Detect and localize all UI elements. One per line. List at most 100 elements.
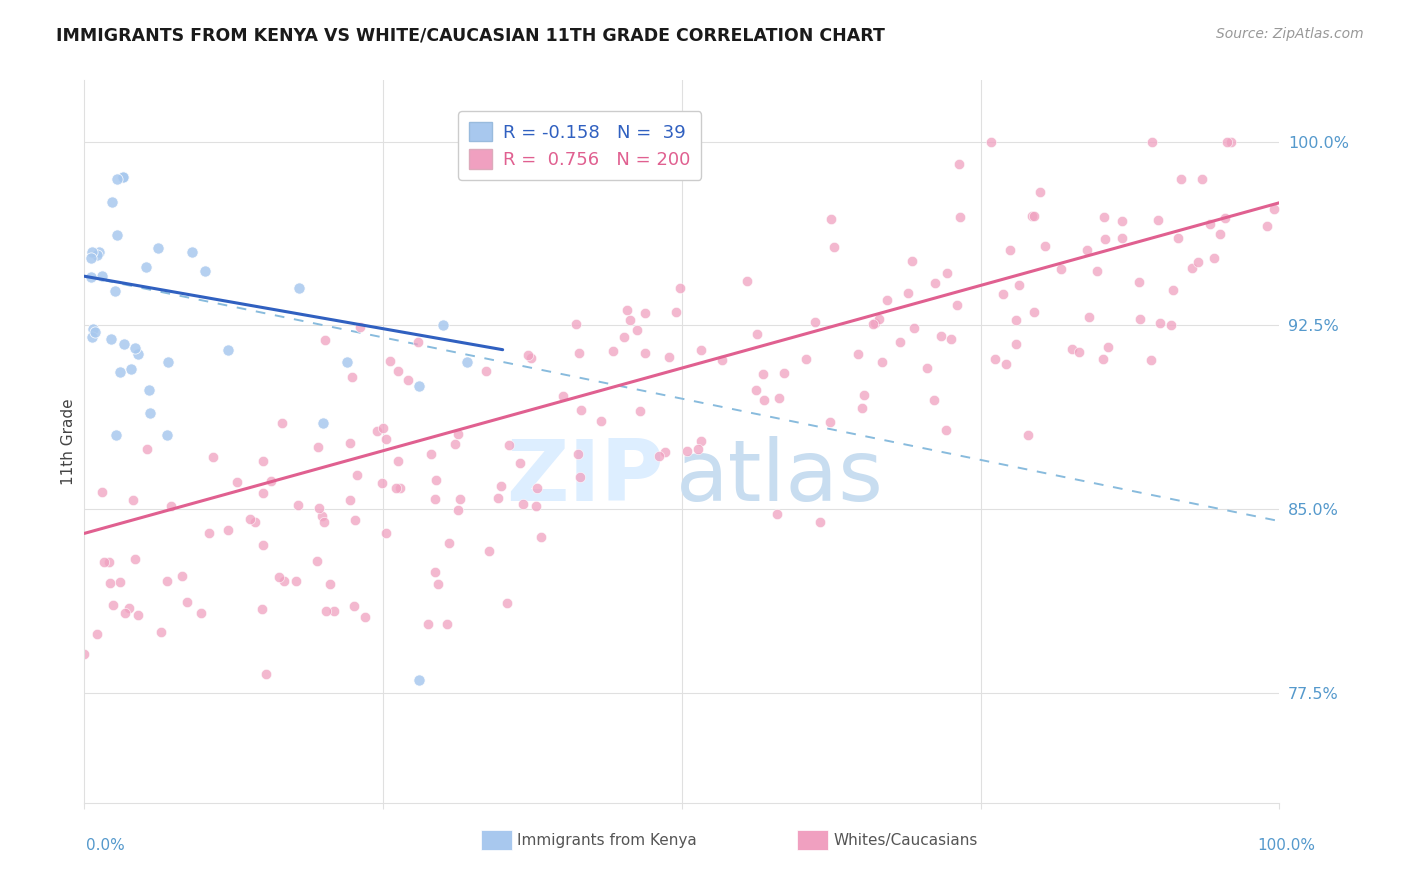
Point [901,254,924,268]
Point [436,616,458,631]
Point [1005,336,1028,351]
Point [1160,318,1182,333]
Point [1094,232,1116,246]
Point [252,486,274,500]
Point [628,404,651,418]
Point [903,320,925,334]
Point [80,270,103,285]
Text: IMMIGRANTS FROM KENYA VS WHITE/CAUCASIAN 11TH GRADE CORRELATION CHART: IMMIGRANTS FROM KENYA VS WHITE/CAUCASIAN… [56,27,886,45]
Point [735,274,758,288]
Point [616,302,638,317]
Point [288,281,311,295]
Point [1069,344,1091,359]
Point [647,449,669,463]
Point [929,329,952,343]
Point [526,482,548,496]
Point [941,332,963,346]
Point [172,569,194,583]
Point [449,492,471,507]
Point [375,433,398,447]
Point [1022,209,1045,223]
Point [852,388,875,402]
Point [1078,310,1101,325]
Point [104,284,127,298]
Point [1220,135,1243,149]
Point [89,244,111,259]
Point [100,333,122,347]
Point [897,285,920,300]
Point [124,341,146,355]
Point [567,446,589,460]
Point [478,544,501,558]
Point [766,508,789,522]
Point [1181,260,1204,275]
Point [1050,261,1073,276]
Point [157,355,180,369]
Point [427,576,450,591]
Point [1033,239,1056,253]
Point [602,344,624,359]
Point [1000,243,1022,257]
Point [121,493,143,508]
Point [245,515,267,529]
Point [863,316,886,330]
Point [1167,231,1189,245]
Point [343,599,366,613]
Point [80,330,103,344]
Point [389,481,412,495]
Point [444,437,467,451]
Point [751,367,773,381]
Point [686,442,709,456]
Point [254,666,277,681]
Point [1256,219,1278,233]
Point [924,277,946,291]
Point [634,306,657,320]
Point [159,499,181,513]
Point [520,351,543,365]
Point [1022,305,1045,319]
Point [935,423,957,437]
Point [1021,209,1043,223]
Point [366,424,388,438]
Y-axis label: 11th Grade: 11th Grade [60,398,76,485]
Point [408,673,430,688]
Point [273,574,295,588]
Point [922,393,945,408]
Point [889,335,911,350]
Point [86,627,108,641]
Point [475,364,498,378]
Point [82,321,104,335]
Point [118,601,141,615]
Point [420,447,443,461]
Point [217,523,239,537]
Point [307,554,329,568]
Point [619,313,641,327]
Point [948,156,970,170]
Point [949,210,972,224]
Point [1140,353,1163,368]
Point [1092,352,1115,367]
Point [181,244,204,259]
Point [80,251,103,265]
Point [285,574,308,589]
Point [669,281,692,295]
Point [1060,342,1083,356]
Point [1029,185,1052,199]
Point [354,609,377,624]
Point [995,357,1018,371]
Point [1092,211,1115,225]
Point [105,228,128,243]
Point [591,414,613,428]
Point [139,406,162,420]
Point [176,595,198,609]
Point [1008,278,1031,293]
Point [447,503,470,517]
Point [385,481,408,495]
Point [917,360,939,375]
Point [1146,213,1168,227]
Point [1017,428,1039,442]
Point [820,211,842,226]
Point [710,353,733,368]
Point [768,392,790,406]
Point [862,318,884,332]
